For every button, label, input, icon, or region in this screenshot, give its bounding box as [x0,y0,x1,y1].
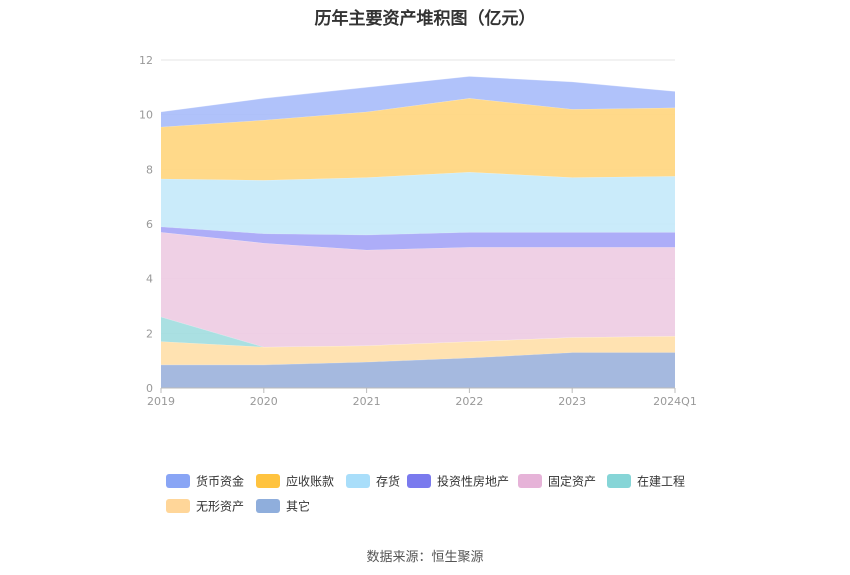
legend-item: 无形资产 [166,499,244,514]
legend-item: 应收账款 [256,474,334,489]
legend-label: 在建工程 [637,474,685,489]
legend-label: 投资性房地产 [437,474,509,489]
legend-swatch [407,474,431,488]
area-series-货币资金 [161,76,675,127]
legend-item: 存货 [346,474,400,489]
legend-item: 货币资金 [166,474,244,489]
x-tick-label: 2023 [558,395,586,408]
x-tick-label: 2019 [147,395,175,408]
area-series-在建工程 [161,316,675,347]
legend-swatch [166,474,190,488]
source-value: 恒生聚源 [431,550,484,565]
area-series-无形资产 [161,336,675,365]
y-tick-label: 8 [146,163,153,176]
legend-swatch [346,474,370,488]
chart-title: 历年主要资产堆积图（亿元） [314,9,536,29]
legend-label: 无形资产 [196,500,244,514]
legend-label: 存货 [376,474,400,489]
y-tick-label: 2 [146,327,153,340]
area-series-其它 [161,352,675,388]
x-tick-label: 2022 [455,395,483,408]
x-tick-label: 2024Q1 [653,395,697,408]
legend-swatch [166,499,190,513]
legend-swatch [518,474,542,488]
legend-label: 应收账款 [286,474,334,489]
legend-swatch [256,499,280,513]
legend-item: 投资性房地产 [407,474,509,489]
x-tick-label: 2020 [250,395,278,408]
area-edge-货币资金 [160,75,676,113]
legend-label: 货币资金 [196,474,244,489]
area-layer [160,75,676,388]
legend-swatch [256,474,280,488]
y-tick-label: 10 [139,109,153,122]
y-tick-label: 4 [146,273,153,286]
y-tick-label: 0 [146,382,153,395]
legend-label: 固定资产 [548,474,596,489]
source-label: 数据来源： [366,550,432,565]
area-series-固定资产 [161,232,675,347]
legend-label: 其它 [286,499,310,514]
x-tick-label: 2021 [353,395,381,408]
axis-layer: 0 2 4 6 8 10 12 2019 2020 2021 2022 2023 2024Q1 [139,54,697,408]
legend-item: 在建工程 [607,474,685,489]
legend-swatch [607,474,631,488]
legend-item: 固定资产 [518,474,596,489]
legend-item: 其它 [256,499,310,514]
y-tick-label: 12 [139,54,153,67]
area-series-存货 [161,172,675,235]
area-series-应收账款 [161,98,675,181]
y-tick-label: 6 [146,218,153,231]
area-series-投资性房地产 [161,226,675,250]
data-source: 数据来源：恒生聚源 [0,546,850,565]
